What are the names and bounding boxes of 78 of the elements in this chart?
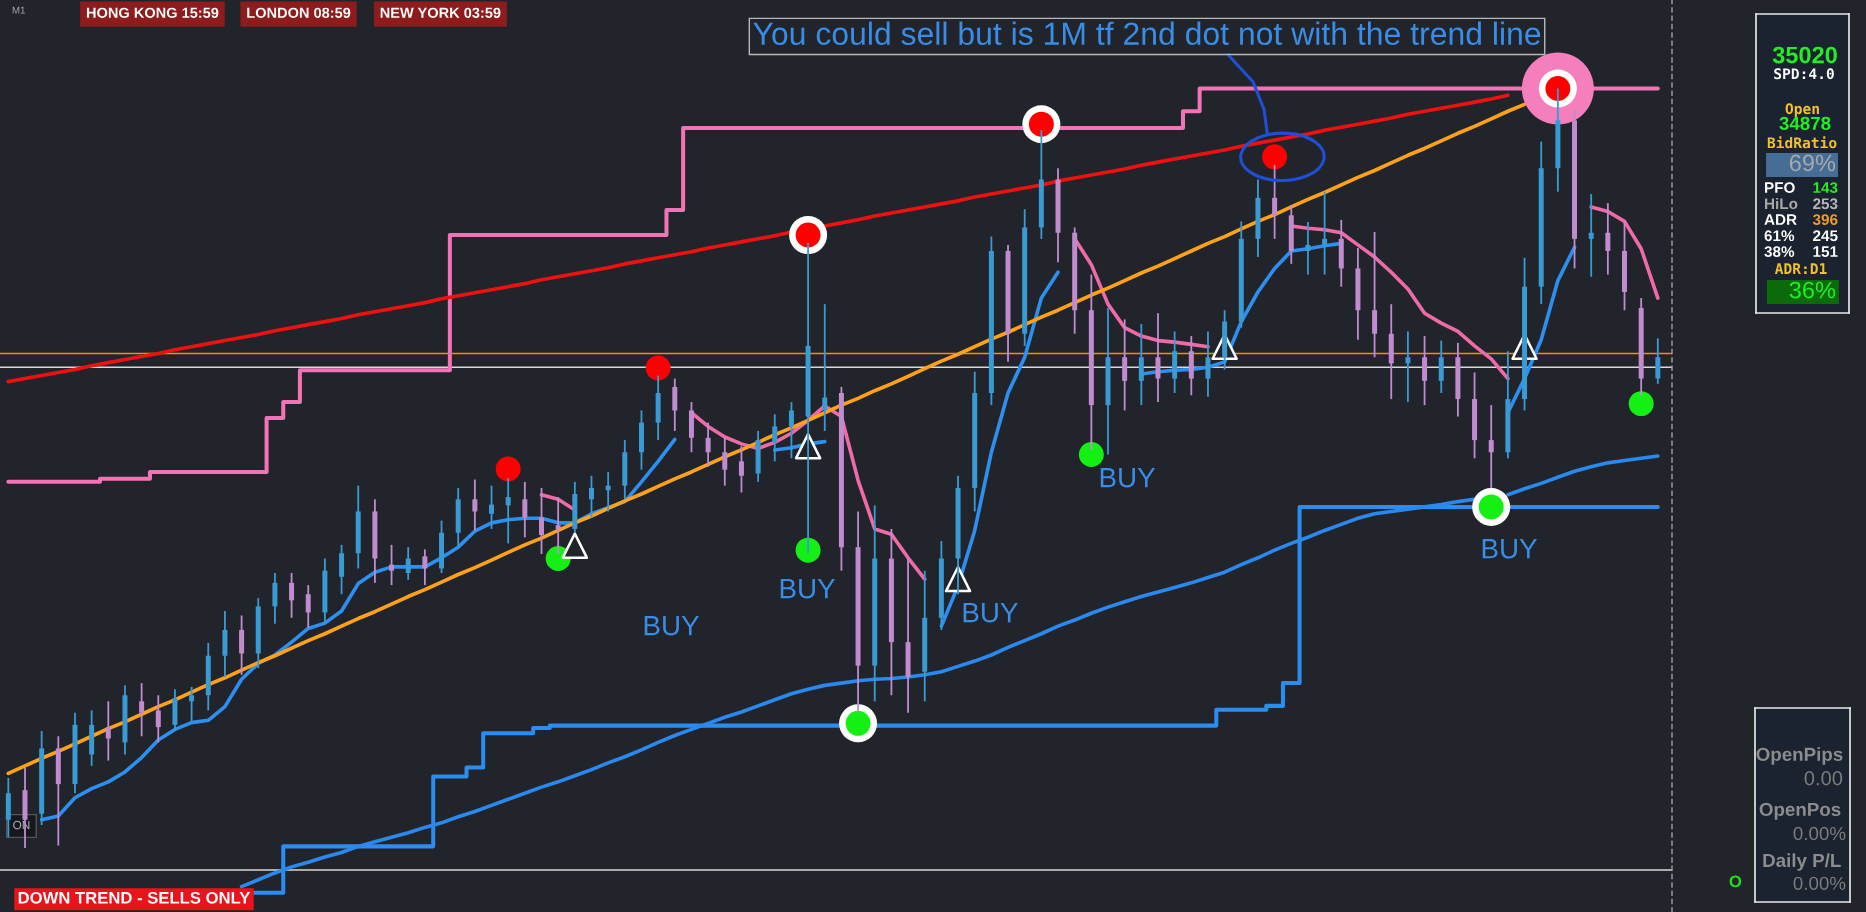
- text: O: [1729, 875, 1742, 888]
- candlestick: [705, 421, 711, 468]
- text: 36%: [1789, 281, 1836, 299]
- candlestick: [722, 436, 728, 487]
- candlestick: [289, 572, 295, 619]
- candlestick: [1488, 404, 1494, 489]
- candlestick: [1305, 221, 1311, 276]
- candlestick: [1322, 190, 1328, 276]
- candlestick: [472, 478, 478, 532]
- annotation: BUY: [963, 603, 1018, 623]
- candlestick: [1405, 330, 1411, 404]
- candlestick: [822, 303, 828, 432]
- text: 151: [1813, 246, 1838, 257]
- text: Daily P/L: [1763, 853, 1841, 871]
- text: ADR:D1: [1774, 263, 1827, 274]
- text: 0.00%: [1793, 876, 1846, 890]
- text: M1: [12, 6, 25, 14]
- annotation: BUY: [780, 579, 835, 599]
- candlestick: [788, 401, 794, 460]
- candlestick: [189, 685, 195, 722]
- text: OpenPos: [1759, 802, 1841, 820]
- candlestick: [1155, 312, 1161, 404]
- annotation: BUY: [1482, 539, 1537, 559]
- candlestick: [139, 682, 145, 738]
- candlestick: [1122, 318, 1128, 412]
- text: 35020: [1772, 46, 1837, 64]
- text: 396: [1812, 214, 1838, 226]
- candlestick: [389, 543, 395, 587]
- candlestick: [539, 487, 544, 555]
- text: 0.00%: [1793, 826, 1846, 841]
- candlestick: [239, 614, 245, 676]
- candlestick: [1138, 322, 1144, 407]
- candlestick: [1205, 330, 1211, 398]
- candlestick: [105, 700, 111, 762]
- text: 253: [1813, 198, 1838, 210]
- text: 0.00: [1804, 771, 1843, 786]
- point: [561, 532, 589, 559]
- candlestick: [588, 474, 594, 519]
- candlestick: [1438, 339, 1444, 394]
- candlestick: [505, 477, 511, 545]
- text: SPD:4.0: [1774, 68, 1834, 80]
- candlestick: [1372, 231, 1378, 359]
- candlestick: [772, 413, 778, 463]
- candlestick: [1605, 202, 1611, 276]
- candlestick: [405, 546, 411, 581]
- text: 38%: [1764, 246, 1795, 258]
- annotation: BUY: [644, 616, 699, 636]
- candlestick: [1422, 335, 1428, 407]
- candlestick: [339, 543, 345, 596]
- text: OpenPips: [1756, 747, 1843, 765]
- text: HiLo: [1765, 197, 1798, 210]
- text: ADR: [1764, 214, 1797, 225]
- text: 143: [1813, 182, 1838, 194]
- text: HONG KONG 15:59: [86, 7, 219, 18]
- candlestick: [305, 584, 311, 629]
- text: Open: [1785, 103, 1819, 118]
- candlestick: [672, 377, 678, 432]
- text: 69%: [1789, 154, 1836, 172]
- candlestick: [155, 694, 161, 744]
- text: LONDON 08:59: [247, 7, 351, 18]
- text: DOWN TREND - SELLS ONLY: [18, 891, 251, 904]
- candlestick: [272, 572, 278, 625]
- candlestick: [1655, 337, 1661, 385]
- candlestick: [738, 445, 744, 494]
- text: 245: [1813, 230, 1838, 242]
- candlestick: [1588, 193, 1594, 278]
- candlestick: [422, 548, 428, 587]
- candlestick: [1272, 164, 1278, 240]
- text: PFO: [1765, 182, 1795, 194]
- candlestick: [522, 480, 528, 539]
- text: You could sell but is 1M tf 2nd dot not with the trend line: [753, 21, 1541, 46]
- candlestick: [489, 484, 495, 530]
- text: 61%: [1764, 230, 1795, 242]
- text: BidRatio: [1767, 136, 1837, 149]
- text: NEW YORK 03:59: [380, 7, 501, 18]
- text: 34878: [1779, 116, 1831, 130]
- annotation: BUY: [1100, 468, 1156, 488]
- candlestick: [555, 496, 561, 555]
